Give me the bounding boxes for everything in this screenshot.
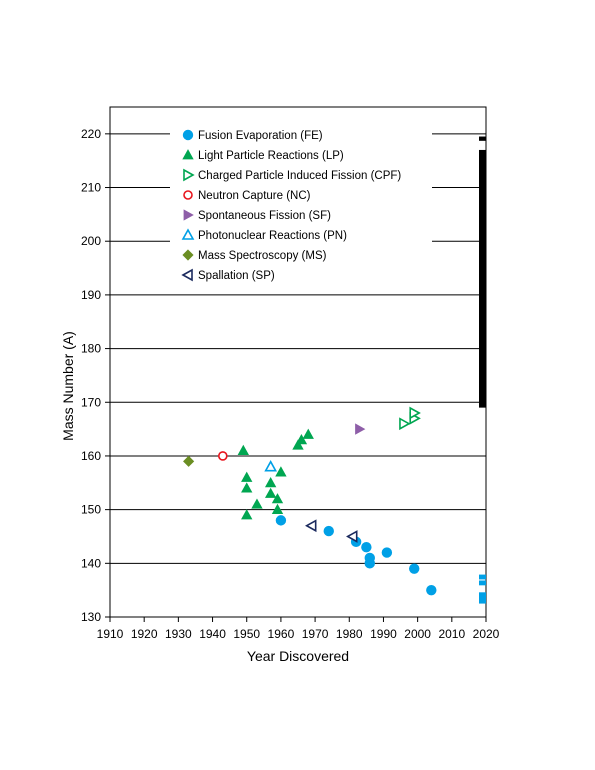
y-tick-label: 190 (81, 288, 101, 302)
legend-item: Spallation (SP) (181, 268, 275, 282)
data-point (399, 417, 411, 431)
legend-marker (182, 129, 194, 141)
legend-label: Spallation (SP) (198, 270, 275, 282)
x-tick-label: 1920 (131, 627, 158, 641)
data-point (271, 503, 284, 515)
edge-bar-1 (479, 136, 486, 141)
legend-item: Photonuclear Reactions (PN) (181, 228, 347, 242)
data-point (364, 558, 375, 569)
series-2 (399, 406, 421, 431)
x-tick-label: 1970 (302, 627, 329, 641)
legend-item: Mass Spectroscopy (MS) (182, 249, 327, 262)
y-tick-label: 150 (81, 503, 101, 517)
edge-bar-2 (479, 595, 486, 604)
data-point (409, 406, 421, 420)
legend-label: Spontaneous Fission (SF) (198, 210, 331, 222)
y-axis-ticks: 130 140 150 160 170 180 190 200 210 220 (81, 127, 110, 624)
legend-marker (183, 168, 195, 182)
legend-marker (182, 249, 194, 261)
legend-label: Light Particle Reactions (LP) (198, 150, 344, 162)
series-4 (355, 423, 366, 435)
legend-background (170, 125, 432, 287)
legend-item: Charged Particle Induced Fission (CPF) (183, 168, 401, 182)
x-tick-label: 1960 (268, 627, 295, 641)
right-edge-bars (479, 136, 486, 604)
y-tick-label: 180 (81, 342, 101, 356)
data-point (426, 584, 437, 596)
data-points (183, 406, 437, 596)
legend-marker (181, 268, 193, 282)
x-tick-label: 1930 (165, 627, 192, 641)
data-point (241, 509, 253, 520)
data-point (292, 439, 304, 450)
x-tick-label: 1990 (370, 627, 397, 641)
data-point (323, 525, 334, 537)
legend-marker (183, 209, 194, 221)
series-6 (183, 455, 195, 467)
legend-item: Spontaneous Fission (SF) (183, 209, 331, 222)
data-point (346, 530, 358, 543)
series-3 (218, 451, 228, 461)
data-point (305, 519, 317, 533)
x-tick-label: 1940 (199, 627, 226, 641)
legend-item: Light Particle Reactions (LP) (182, 149, 344, 162)
data-point (295, 434, 308, 445)
data-point (275, 515, 287, 526)
legend-marker (183, 190, 193, 200)
data-point (264, 460, 278, 472)
data-point (264, 487, 277, 498)
y-tick-label: 130 (81, 610, 101, 624)
x-tick-label: 1980 (336, 627, 363, 641)
y-tick-label: 140 (81, 556, 101, 570)
y-tick-label: 210 (81, 181, 101, 195)
edge-bar-0 (479, 149, 486, 408)
edge-bar-5 (479, 574, 486, 580)
legend: Fusion Evaporation (FE) Light Particle Re… (170, 125, 432, 287)
edge-bar-3 (479, 592, 486, 598)
data-point (381, 547, 393, 558)
x-tick-label: 2020 (473, 627, 500, 641)
legend-label: Mass Spectroscopy (MS) (198, 250, 327, 262)
legend-marker (181, 228, 195, 240)
x-tick-label: 1950 (233, 627, 260, 641)
legend-item: Neutron Capture (NC) (183, 190, 311, 202)
data-point (241, 482, 253, 493)
legend-label: Fusion Evaporation (FE) (198, 130, 323, 142)
legend-label: Photonuclear Reactions (PN) (198, 230, 347, 242)
data-point (302, 428, 314, 439)
data-point (264, 476, 277, 488)
y-tick-label: 170 (81, 395, 101, 409)
series-0 (275, 515, 437, 596)
data-point (241, 471, 253, 482)
y-tick-label: 220 (81, 127, 101, 141)
series-7 (305, 519, 358, 543)
data-point (361, 542, 372, 553)
series-1 (237, 428, 314, 520)
y-tick-label: 200 (81, 234, 101, 248)
data-point (355, 423, 366, 435)
data-point (271, 493, 284, 504)
x-tick-label: 2000 (404, 627, 431, 641)
data-point (275, 466, 287, 477)
x-tick-label: 2010 (438, 627, 465, 641)
data-point (409, 563, 420, 574)
legend-label: Charged Particle Induced Fission (CPF) (198, 170, 401, 182)
y-axis-title: Mass Number (A) (60, 331, 76, 441)
data-point (237, 444, 249, 455)
data-point (183, 455, 195, 467)
x-axis-ticks: 1910 1920 1930 1940 1950 1960 1970 1980 1990 2000… (97, 617, 500, 641)
edge-bar-4 (479, 580, 486, 586)
legend-label: Neutron Capture (NC) (198, 190, 311, 202)
data-point (218, 451, 228, 461)
data-point (251, 498, 263, 509)
legend-item: Fusion Evaporation (FE) (182, 129, 323, 142)
legend-marker (182, 149, 194, 160)
series-5 (264, 460, 278, 472)
y-tick-label: 160 (81, 449, 101, 463)
x-tick-label: 1910 (97, 627, 124, 641)
x-axis-title: Year Discovered (247, 648, 349, 664)
